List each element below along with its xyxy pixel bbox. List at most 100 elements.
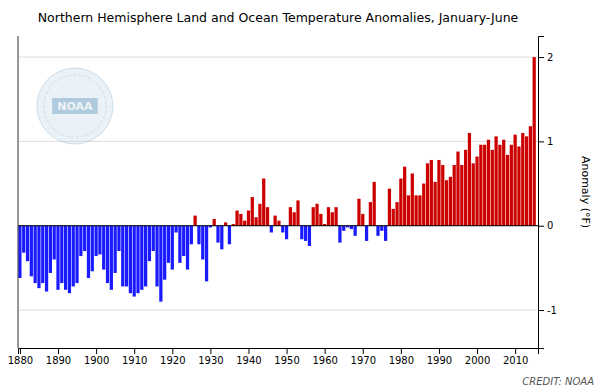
bar xyxy=(373,182,376,226)
x-tick-label: 1880 xyxy=(8,355,33,366)
bar xyxy=(521,133,524,226)
bar xyxy=(102,226,105,270)
bar xyxy=(56,226,59,290)
x-tick-label: 1990 xyxy=(427,355,452,366)
bar xyxy=(281,226,284,233)
bar xyxy=(483,145,486,226)
x-tick: 1920 xyxy=(160,348,185,366)
bar xyxy=(224,222,227,225)
bar xyxy=(407,195,410,225)
bar xyxy=(133,226,136,297)
x-tick: 1960 xyxy=(312,348,337,366)
bar xyxy=(49,226,52,273)
bar xyxy=(140,226,143,290)
bar xyxy=(418,195,421,225)
bar xyxy=(354,226,357,236)
x-tick-mark xyxy=(96,348,97,354)
bar xyxy=(437,160,440,226)
bar xyxy=(456,152,459,226)
bar xyxy=(220,226,223,250)
bar xyxy=(361,214,364,226)
bar xyxy=(312,207,315,226)
x-tick-label: 1900 xyxy=(84,355,109,366)
bar xyxy=(426,163,429,225)
bar xyxy=(79,226,82,256)
bar xyxy=(384,226,387,241)
bar xyxy=(205,226,208,282)
bar xyxy=(254,217,257,225)
bar xyxy=(72,226,75,287)
bar xyxy=(479,145,482,226)
x-tick-mark xyxy=(248,348,249,354)
x-tick: 2010 xyxy=(503,348,528,366)
bar xyxy=(441,165,444,226)
bar xyxy=(98,226,101,255)
bar xyxy=(376,226,379,236)
bar xyxy=(369,202,372,226)
y-tick-label: 1 xyxy=(547,136,553,147)
bar xyxy=(498,145,501,226)
bar xyxy=(182,226,185,256)
bar xyxy=(308,226,311,246)
watermark-text: NOAA xyxy=(57,100,93,113)
y-axis-line xyxy=(539,37,545,349)
y-tick-mark xyxy=(538,57,544,58)
x-tick: 2000 xyxy=(465,348,490,366)
bar xyxy=(274,216,277,226)
x-tick-label: 1930 xyxy=(198,355,223,366)
bar xyxy=(163,226,166,280)
watermark-banner xyxy=(52,98,98,114)
bar xyxy=(94,226,97,256)
bar xyxy=(243,221,246,226)
x-tick-label: 1940 xyxy=(236,355,261,366)
watermark-inner-ring xyxy=(44,75,106,137)
bar xyxy=(270,226,273,233)
bar xyxy=(167,226,170,263)
bar xyxy=(334,207,337,226)
x-tick-mark xyxy=(287,348,288,354)
x-tick: 1930 xyxy=(198,348,223,366)
x-tick-mark xyxy=(515,348,516,354)
left-spine xyxy=(18,36,19,348)
grid-line xyxy=(18,57,538,58)
bar xyxy=(159,226,162,302)
bar xyxy=(129,226,132,293)
x-axis: 1880189019001910192019301940195019601970… xyxy=(8,348,539,366)
bar xyxy=(403,167,406,226)
x-tick: 1990 xyxy=(427,348,452,366)
bar xyxy=(228,226,231,245)
bar xyxy=(235,211,238,226)
bar xyxy=(190,226,193,245)
bar xyxy=(491,150,494,226)
bar xyxy=(114,226,117,273)
bar xyxy=(388,189,391,226)
bar xyxy=(75,226,78,283)
bar xyxy=(53,226,56,260)
x-tick-mark xyxy=(134,348,135,354)
bar xyxy=(327,207,330,226)
bar xyxy=(460,165,463,226)
bar xyxy=(293,212,296,225)
bar xyxy=(174,226,177,233)
bar xyxy=(213,219,216,226)
bar xyxy=(350,226,353,229)
bar xyxy=(449,177,452,226)
grid-line xyxy=(18,225,538,226)
x-tick-mark xyxy=(58,348,59,354)
bar xyxy=(239,214,242,226)
bar xyxy=(315,204,318,226)
x-tick: 1950 xyxy=(274,348,299,366)
bar xyxy=(331,212,334,225)
bar xyxy=(395,202,398,226)
bar xyxy=(533,57,536,226)
grid-line xyxy=(18,141,538,142)
bars xyxy=(18,57,536,302)
x-tick-label: 2010 xyxy=(503,355,528,366)
y-tick-label: 0 xyxy=(547,220,553,231)
y-tick-label: -1 xyxy=(547,305,557,316)
bar xyxy=(26,226,29,261)
bar xyxy=(430,160,433,226)
bar xyxy=(487,140,490,226)
x-tick-mark xyxy=(210,348,211,354)
bar xyxy=(45,226,48,292)
